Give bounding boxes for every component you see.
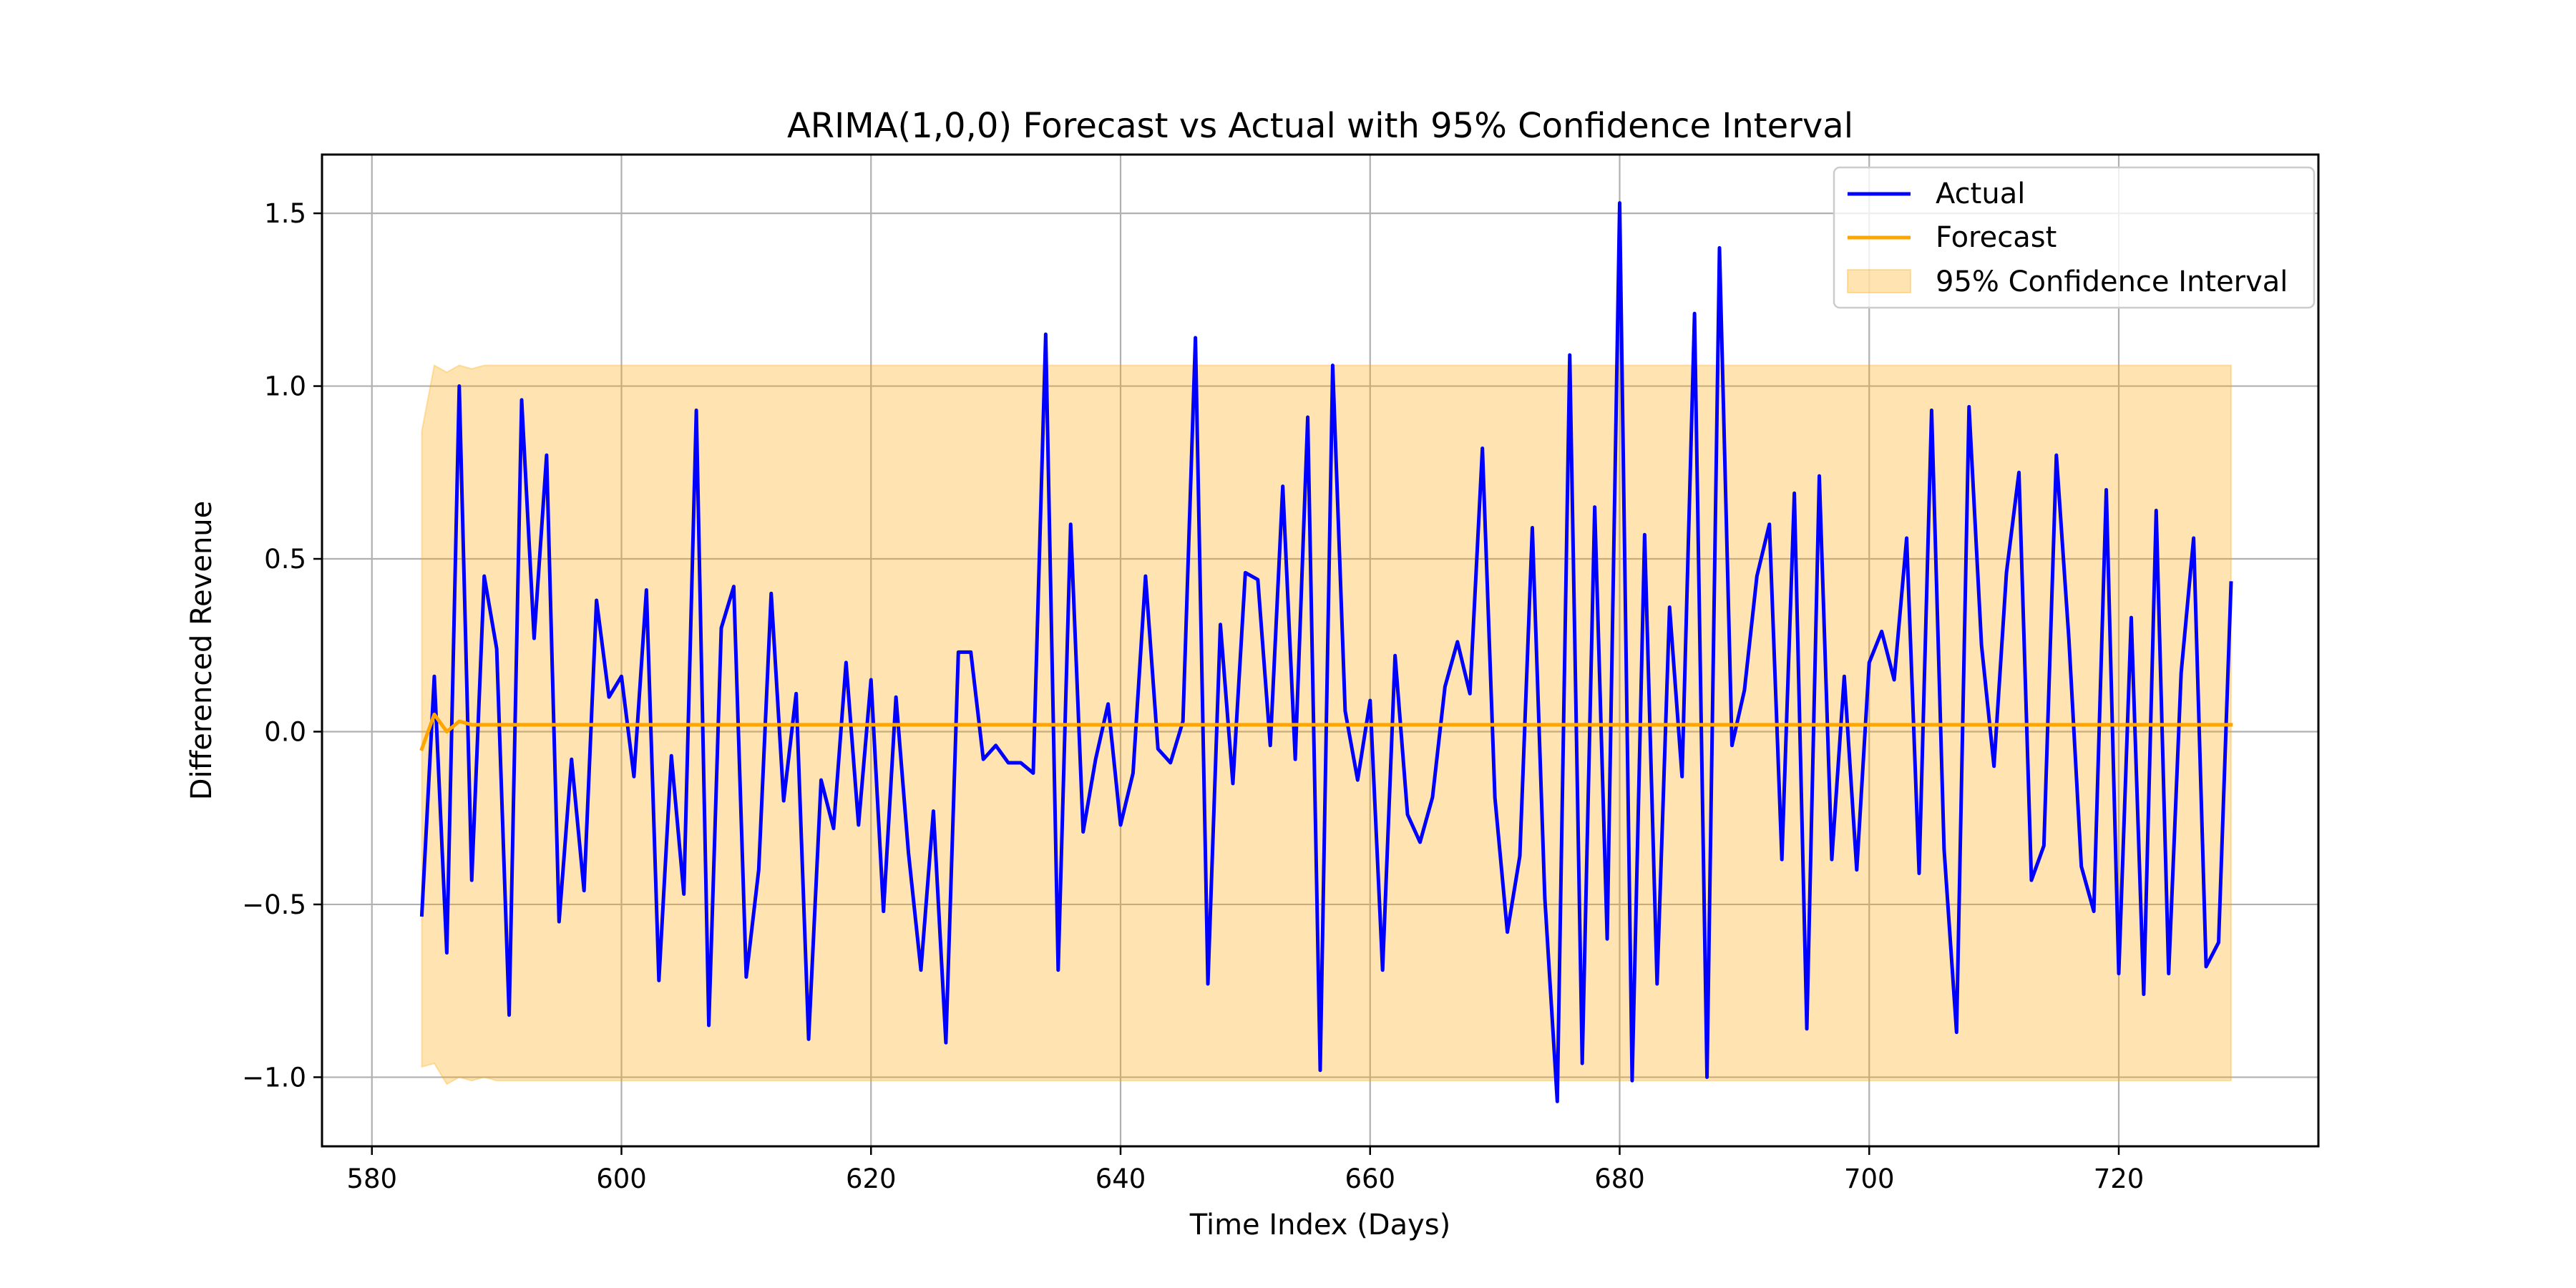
chart-title: ARIMA(1,0,0) Forecast vs Actual with 95%… <box>787 106 1853 146</box>
legend-label-ci: 95% Confidence Interval <box>1936 265 2288 298</box>
y-axis-label: Differenced Revenue <box>185 501 218 801</box>
legend-frame <box>1833 166 2316 309</box>
series-line-forecast <box>419 712 2233 751</box>
x-tick-label: 720 <box>2094 1163 2145 1194</box>
x-tick-label: 700 <box>1844 1163 1895 1194</box>
legend: Actual Forecast 95% Confidence Interval <box>1833 166 2316 309</box>
x-tick-label: 640 <box>1096 1163 1146 1194</box>
x-axis-label: Time Index (Days) <box>1189 1209 1450 1241</box>
legend-label-actual: Actual <box>1936 177 2025 210</box>
y-tick-label: 1.0 <box>264 371 306 402</box>
series-layer <box>419 201 2233 1103</box>
y-tick-label: 0.5 <box>264 544 306 575</box>
plot-area-frame <box>321 153 2320 1148</box>
x-tick-label: 580 <box>346 1163 397 1194</box>
y-tick-label: −1.0 <box>242 1062 306 1093</box>
x-axis-ticks: 580 600 620 640 660 680 700 720 <box>346 1146 2144 1194</box>
y-tick-label: 1.5 <box>264 198 306 229</box>
y-axis-ticks: −1.0 −0.5 0.0 0.5 1.0 1.5 <box>242 198 322 1093</box>
legend-swatch-ci <box>1847 269 1911 293</box>
x-tick-label: 660 <box>1345 1163 1395 1194</box>
x-tick-label: 680 <box>1594 1163 1645 1194</box>
y-tick-label: 0.0 <box>264 716 306 747</box>
x-tick-label: 620 <box>846 1163 897 1194</box>
x-tick-label: 600 <box>596 1163 647 1194</box>
y-tick-label: −0.5 <box>242 889 306 920</box>
series-line-actual <box>419 201 2233 1103</box>
legend-label-forecast: Forecast <box>1936 221 2057 254</box>
